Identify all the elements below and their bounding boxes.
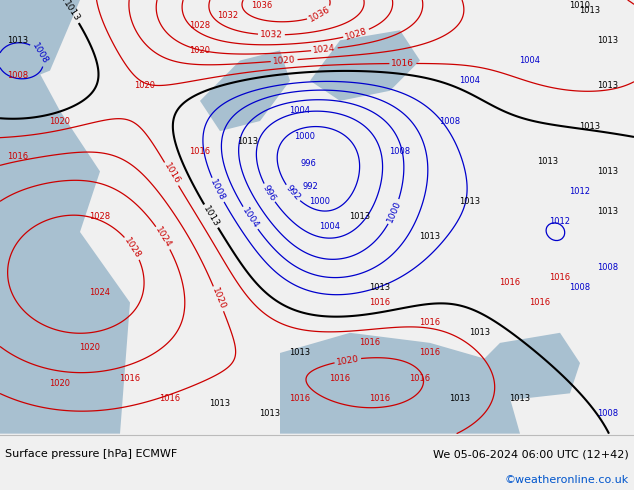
Text: 992: 992 — [302, 182, 318, 191]
Text: 1008: 1008 — [597, 263, 619, 272]
Text: 992: 992 — [283, 184, 302, 203]
Text: 1013: 1013 — [290, 348, 311, 358]
Text: 1016: 1016 — [8, 152, 29, 161]
Text: 1020: 1020 — [273, 55, 296, 66]
Text: 1016: 1016 — [330, 374, 351, 383]
Text: 1013: 1013 — [579, 122, 600, 130]
Text: 1013: 1013 — [597, 167, 619, 176]
Polygon shape — [0, 0, 100, 252]
Text: 1032: 1032 — [260, 30, 283, 40]
Text: 1016: 1016 — [420, 318, 441, 327]
Text: 1016: 1016 — [370, 298, 391, 307]
Text: 996: 996 — [261, 183, 278, 202]
Text: 1016: 1016 — [529, 298, 550, 307]
Text: 1016: 1016 — [119, 374, 141, 383]
Text: 1016: 1016 — [162, 162, 181, 186]
Text: 1028: 1028 — [123, 236, 143, 260]
Text: 1016: 1016 — [290, 394, 311, 403]
Text: 1032: 1032 — [217, 11, 238, 20]
Polygon shape — [280, 333, 520, 434]
Text: 1008: 1008 — [597, 409, 619, 418]
Text: We 05-06-2024 06:00 UTC (12+42): We 05-06-2024 06:00 UTC (12+42) — [433, 449, 629, 460]
Text: 1013: 1013 — [420, 232, 441, 242]
Polygon shape — [200, 50, 290, 131]
Text: 1013: 1013 — [538, 157, 559, 166]
Text: 1036: 1036 — [251, 0, 273, 9]
Text: 1013: 1013 — [579, 5, 600, 15]
Text: 1016: 1016 — [159, 394, 181, 403]
Text: 1020: 1020 — [210, 287, 227, 311]
Text: 1004: 1004 — [519, 56, 541, 65]
Text: 1013: 1013 — [460, 197, 481, 206]
Text: 1013: 1013 — [370, 283, 391, 292]
Text: 1013: 1013 — [510, 394, 531, 403]
Text: 1000: 1000 — [309, 197, 330, 206]
Text: ©weatheronline.co.uk: ©weatheronline.co.uk — [505, 475, 629, 486]
Text: 1010: 1010 — [569, 0, 590, 9]
Text: 1028: 1028 — [190, 21, 210, 30]
Text: 1013: 1013 — [469, 328, 491, 337]
Text: 1016: 1016 — [500, 278, 521, 287]
Text: 1013: 1013 — [450, 394, 470, 403]
Text: 1013: 1013 — [238, 137, 259, 146]
Text: 1012: 1012 — [550, 218, 571, 226]
Text: 1020: 1020 — [49, 379, 70, 388]
Text: 1008: 1008 — [30, 42, 50, 66]
Text: 1008: 1008 — [389, 147, 411, 156]
Polygon shape — [0, 232, 130, 434]
Polygon shape — [0, 0, 80, 91]
Text: 1020: 1020 — [134, 81, 155, 90]
Text: 1020: 1020 — [79, 343, 101, 352]
Text: 1004: 1004 — [320, 222, 340, 231]
Text: 1020: 1020 — [49, 117, 70, 125]
Text: 1016: 1016 — [370, 394, 391, 403]
Text: 1024: 1024 — [153, 226, 173, 250]
Text: 1013: 1013 — [259, 409, 281, 418]
Text: 1028: 1028 — [89, 212, 110, 221]
Text: 1008: 1008 — [569, 283, 590, 292]
Polygon shape — [470, 333, 580, 403]
Text: 1013: 1013 — [597, 81, 619, 90]
Text: 1013: 1013 — [209, 399, 231, 408]
Text: 1028: 1028 — [344, 26, 368, 42]
Text: 1012: 1012 — [569, 187, 590, 196]
Text: 1020: 1020 — [190, 46, 210, 55]
Text: 1036: 1036 — [307, 5, 332, 24]
Text: 1013: 1013 — [597, 36, 619, 45]
Text: 1016: 1016 — [359, 339, 380, 347]
Text: 1008: 1008 — [8, 71, 29, 80]
Text: 1000: 1000 — [385, 199, 403, 224]
Text: 1013: 1013 — [61, 0, 82, 24]
Text: 1024: 1024 — [89, 288, 110, 297]
Text: 1016: 1016 — [420, 348, 441, 358]
Text: 1008: 1008 — [209, 178, 227, 202]
Text: 1013: 1013 — [597, 207, 619, 216]
Text: 1004: 1004 — [460, 76, 481, 85]
Text: 1020: 1020 — [336, 354, 359, 367]
Text: 1004: 1004 — [240, 206, 261, 230]
Text: 1016: 1016 — [410, 374, 430, 383]
Text: Surface pressure [hPa] ECMWF: Surface pressure [hPa] ECMWF — [5, 449, 178, 460]
Text: 1024: 1024 — [313, 44, 336, 55]
Polygon shape — [310, 30, 420, 101]
Text: 1016: 1016 — [550, 273, 571, 282]
Text: 1013: 1013 — [201, 204, 221, 228]
Text: 1013: 1013 — [8, 36, 29, 45]
Text: 996: 996 — [300, 159, 316, 168]
Text: 1008: 1008 — [439, 117, 460, 125]
Text: 1016: 1016 — [391, 59, 415, 68]
Text: 1000: 1000 — [295, 132, 316, 141]
Text: 1013: 1013 — [349, 212, 370, 221]
Text: 1016: 1016 — [190, 147, 210, 156]
Text: 1004: 1004 — [290, 106, 311, 116]
